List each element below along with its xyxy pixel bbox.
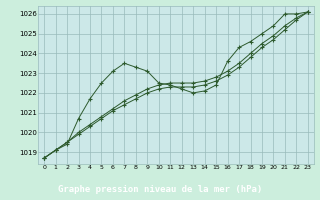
- Text: Graphe pression niveau de la mer (hPa): Graphe pression niveau de la mer (hPa): [58, 185, 262, 194]
